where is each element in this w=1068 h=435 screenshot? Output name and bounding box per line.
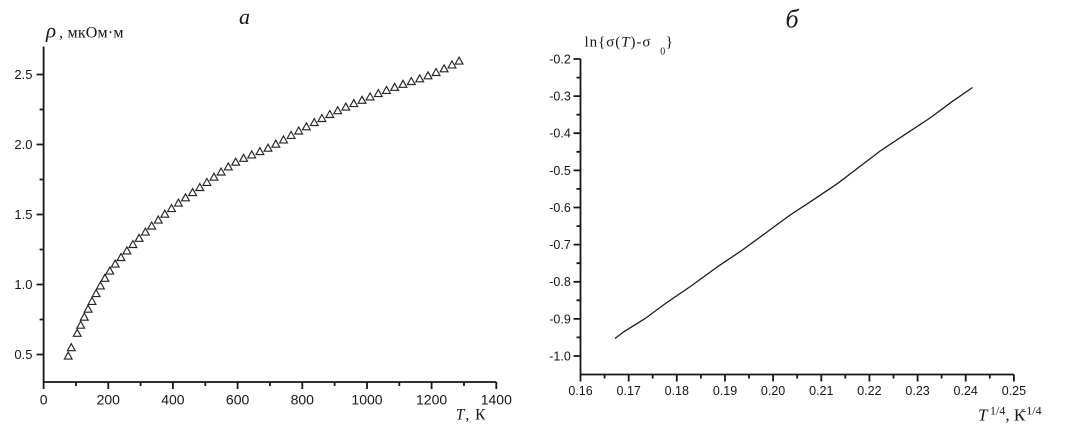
svg-text:0.24: 0.24: [954, 384, 978, 398]
svg-text:0.5: 0.5: [14, 347, 32, 362]
svg-text:-0.2: -0.2: [549, 52, 571, 66]
svg-text:-0.3: -0.3: [549, 90, 571, 104]
svg-text:1000: 1000: [351, 392, 382, 408]
svg-text:400: 400: [161, 392, 185, 408]
svg-text:2.5: 2.5: [14, 67, 32, 82]
svg-text:2.0: 2.0: [14, 137, 32, 152]
svg-text:ρ, мкОм·м: ρ, мкОм·м: [45, 19, 124, 43]
svg-text:0.22: 0.22: [857, 384, 881, 398]
svg-text:-0.9: -0.9: [549, 312, 571, 326]
svg-text:0.18: 0.18: [665, 384, 689, 398]
svg-text:0.23: 0.23: [905, 384, 929, 398]
svg-text:0.17: 0.17: [617, 384, 641, 398]
svg-text:1200: 1200: [416, 392, 447, 408]
svg-text:-0.8: -0.8: [549, 275, 571, 289]
svg-text:800: 800: [291, 392, 315, 408]
svg-text:-0.4: -0.4: [549, 127, 571, 141]
svg-text:б: б: [785, 5, 799, 34]
svg-text:0.20: 0.20: [761, 384, 785, 398]
svg-text:-0.6: -0.6: [549, 201, 571, 215]
svg-text:0.19: 0.19: [713, 384, 737, 398]
svg-text:-0.7: -0.7: [549, 238, 571, 252]
svg-text:1.5: 1.5: [14, 207, 32, 222]
svg-text:0: 0: [40, 392, 48, 408]
svg-text:0.21: 0.21: [809, 384, 833, 398]
svg-text:600: 600: [226, 392, 250, 408]
svg-text:-0.5: -0.5: [549, 164, 571, 178]
svg-text:200: 200: [97, 392, 121, 408]
svg-text:1.0: 1.0: [14, 277, 32, 292]
svg-text:0.25: 0.25: [1002, 384, 1026, 398]
svg-text:1400: 1400: [481, 392, 512, 408]
svg-text:T, К: T, К: [456, 407, 487, 424]
svg-text:T1/4, К-1/4: T 1/4, К-1/4: [978, 404, 1042, 425]
svg-text:0.16: 0.16: [568, 384, 592, 398]
svg-text:a: a: [239, 4, 250, 29]
svg-text:-1.0: -1.0: [549, 349, 571, 363]
